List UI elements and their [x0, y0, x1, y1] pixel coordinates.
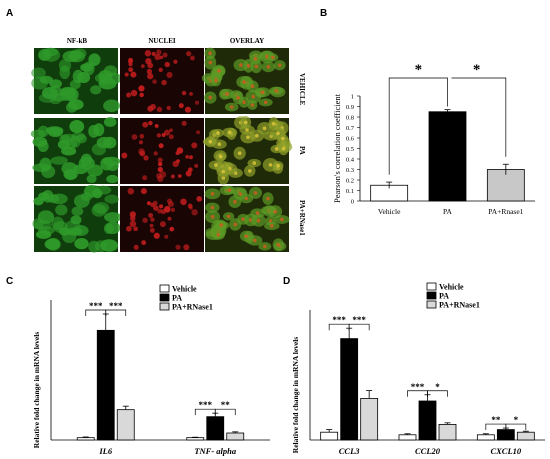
column-header-nuclei: NUCLEI — [148, 37, 176, 45]
chart-c-significance-label: *** — [199, 400, 213, 410]
chart-d-bar — [360, 397, 379, 441]
chart-d-significance-bracket — [505, 423, 527, 431]
chart-d-category-label: CXCL10 — [490, 446, 521, 456]
chart-b-y-axis-label: Pearson's correlation coefficient — [332, 93, 342, 203]
chart-b-y-tick-label: 0.1 — [346, 188, 354, 195]
chart-b-y-tick-label: 1 — [351, 94, 354, 101]
chart-d-legend-swatch — [426, 291, 437, 300]
chart-d-significance-label: * — [435, 382, 440, 392]
chart-d-category-label: CCL20 — [415, 446, 441, 456]
chart-d-significance-label: * — [514, 415, 519, 425]
chart-c-legend-label: Vehicle — [172, 285, 197, 294]
chart-b-y-tick-label: 0.9 — [346, 104, 354, 111]
micrograph-vehicle-nfkb — [31, 47, 122, 114]
chart-b-y-tick-label: 0.8 — [346, 115, 354, 122]
chart-c-y-axis-label: Relative fold change in mRNA levels — [32, 332, 41, 449]
chart-c-legend-swatch — [159, 293, 170, 302]
panel-b-letter: B — [320, 8, 328, 19]
chart-c-bar — [226, 432, 245, 441]
chart-b-category-label: PA+Rnase1 — [488, 207, 523, 216]
chart-c-significance-label: *** — [89, 301, 103, 311]
chart-d-legend-swatch — [426, 282, 437, 291]
chart-b-y-tick-label: 0 — [351, 199, 354, 206]
chart-b-category-label: PA — [443, 207, 452, 216]
chart-d-legend-label: PA — [439, 292, 449, 301]
chart-b-bar-2 — [428, 111, 467, 202]
chart-b-significance-star: * — [473, 62, 481, 78]
chart-d-bar — [476, 434, 495, 441]
chart-d-significance-bracket — [427, 390, 448, 397]
chart-b-category-label: Vehicle — [378, 207, 401, 216]
chart-b-y-tick-label: 0.2 — [346, 178, 354, 185]
chart-d-significance-label: *** — [332, 315, 346, 325]
chart-c-legend-label: PA — [172, 294, 182, 303]
panel-a-letter: A — [6, 8, 14, 19]
micrograph-pa-nuclei — [120, 118, 204, 184]
chart-d-significance-bracket — [348, 323, 370, 331]
chart-d-legend-swatch — [426, 300, 437, 309]
chart-d-bar — [516, 431, 535, 441]
panel-d-letter: D — [283, 276, 291, 287]
micrograph-vehicle-nuclei — [120, 48, 204, 114]
chart-d-category-label: CCL3 — [339, 446, 361, 456]
chart-d-bar — [438, 423, 457, 441]
chart-d-legend-label: Vehicle — [439, 283, 464, 292]
chart-d-bar — [398, 434, 417, 441]
chart-c-bar — [186, 437, 205, 441]
chart-c-legend-label: PA+RNase1 — [172, 303, 213, 312]
chart-d-significance-label: ** — [491, 415, 501, 425]
chart-b-y-tick-label: 0.5 — [346, 146, 354, 153]
chart-c-legend-swatch — [159, 302, 170, 311]
micrograph-pa-nfkb — [30, 117, 121, 184]
chart-b-y-tick-label: 0.3 — [346, 167, 354, 174]
chart-d-bar — [418, 400, 437, 441]
chart-b-y-tick-label: 0.7 — [346, 125, 355, 132]
chart-c-bar — [76, 437, 95, 441]
micrograph-pa-rnase1-nfkb — [32, 184, 122, 253]
chart-d-significance-label: *** — [352, 315, 366, 325]
micrograph-pa-overlay — [202, 116, 293, 185]
chart-c-significance-label: *** — [109, 301, 123, 311]
chart-d-bar — [496, 429, 515, 441]
chart-d-y-axis-label: Relative fold change in mRNA levels — [291, 337, 300, 454]
chart-b-y-tick-label: 0.4 — [346, 157, 355, 164]
chart-c-category-label: IL6 — [98, 446, 113, 456]
column-header-overlay: OVERLAY — [229, 37, 265, 45]
chart-b: 0 0.1 0.2 0.3 0.4 0.5 0.6 0.7 0.8 0.9 1 Pearson's c… — [332, 62, 535, 216]
chart-d-legend-label: PA+RNase1 — [439, 301, 480, 310]
chart-c-significance-bracket — [105, 309, 127, 316]
micrograph-vehicle-overlay — [201, 47, 289, 114]
chart-d-significance-label: *** — [411, 382, 425, 392]
chart-c-significance-label: ** — [221, 400, 231, 410]
chart-d-bar — [340, 338, 359, 441]
chart-b-significance-star: * — [415, 62, 423, 78]
chart-c-legend-swatch — [159, 284, 170, 293]
chart-b-significance-bracket — [451, 77, 507, 157]
panel-c-letter: C — [6, 276, 14, 287]
chart-b-significance-bracket — [388, 77, 448, 175]
chart-c-significance-bracket — [214, 408, 236, 416]
chart-c-bar — [206, 416, 225, 441]
chart-c-bar — [116, 409, 135, 441]
micrograph-pa-rnase1-nuclei — [120, 186, 204, 252]
chart-c: Relative fold change in mRNA levels IL6 **… — [32, 284, 270, 456]
chart-c-bar — [96, 329, 115, 441]
chart-d: Relative fold change in mRNA levels CCL3 *… — [291, 282, 545, 456]
chart-d-bar — [320, 431, 339, 441]
chart-c-category-label: TNF- alpha — [194, 446, 237, 456]
chart-b-y-tick-label: 0.6 — [346, 136, 355, 143]
micrograph-pa-rnase1-overlay — [204, 185, 290, 252]
column-header-nfkb: NF-kB — [66, 37, 88, 45]
